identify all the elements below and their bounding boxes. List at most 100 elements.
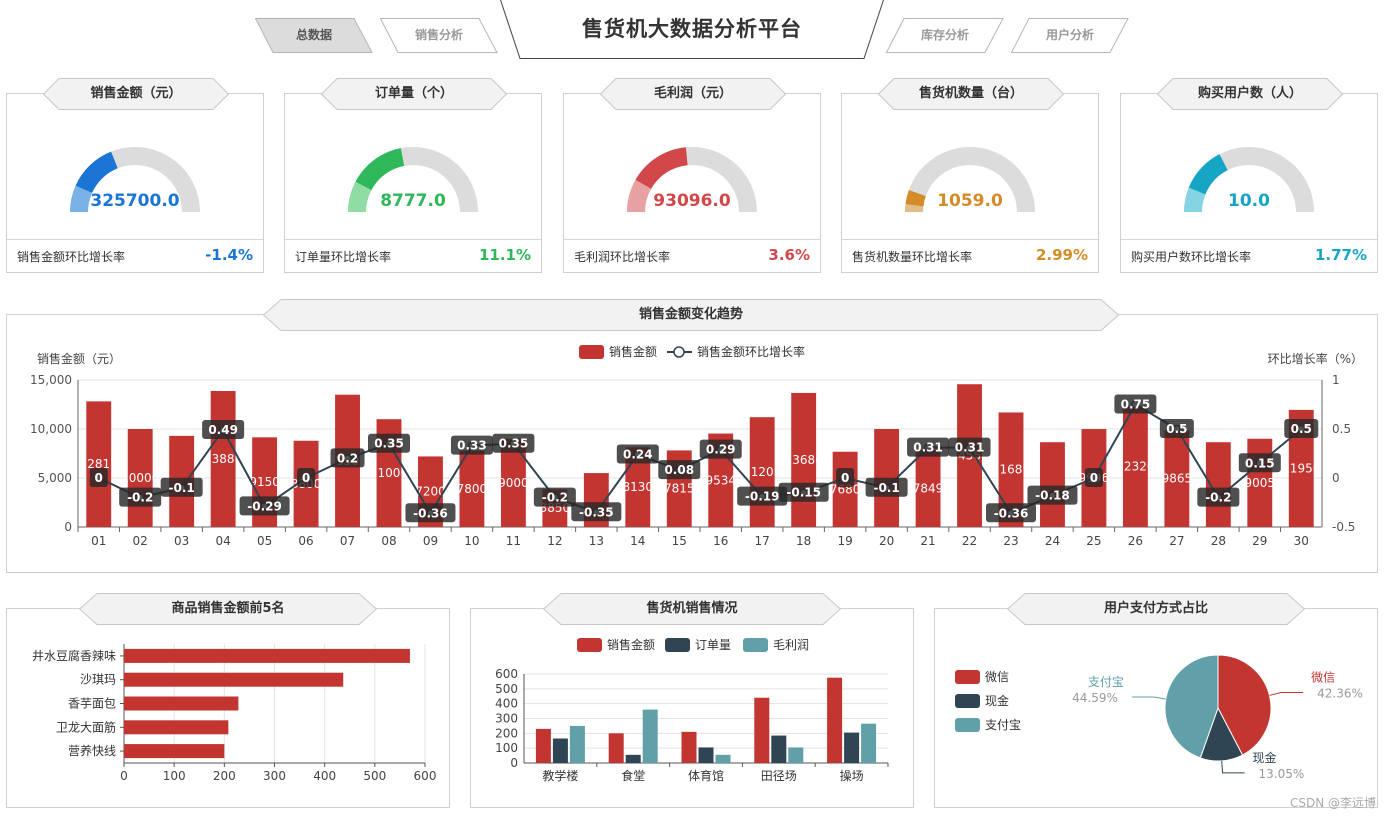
legend-label: 销售金额 [609,344,657,359]
kpi-value: 93096.0 [653,191,731,211]
x-tick-label: 600 [414,769,437,783]
platform-title-banner: 售货机大数据分析平台 [500,0,884,60]
bar-label: 7849 [913,482,944,496]
x-tick-label: 100 [163,769,186,783]
tab-shape [886,18,1004,53]
gauge-fill-light [627,179,652,213]
growth-label-bg [658,460,701,480]
title-tab-shape [1157,78,1343,110]
gauge-fill [905,189,926,207]
bar-product [124,720,229,735]
legend-label: 销售金额 [607,637,655,652]
title-tab-shape [263,299,1119,331]
bar-machine [788,747,804,763]
growth-label: -0.2 [542,491,568,505]
bar-label: 11950 [1282,461,1320,475]
growth-label-bg [405,503,456,523]
tab-user-analysis[interactable]: 用户分析 [1011,18,1129,53]
x-tick-label: 05 [257,534,272,548]
kpi-gauge [348,147,478,213]
legend-swatch [743,638,768,652]
bar-machine [535,728,551,763]
growth-label-bg [571,502,622,522]
bar-machine [625,754,641,763]
y-tick-label: 5,000 [38,471,72,485]
watermark-text: CSDN @李远博 [1289,796,1376,810]
bar-sales [749,417,775,527]
bar-machine [681,731,697,763]
bar-sales [791,392,817,527]
y-tick-label: 沙琪玛 [80,673,116,687]
x-tick-label: 12 [547,534,562,548]
y-tick-label: 200 [495,726,518,740]
bar-label: 7200 [415,485,446,499]
x-tick-label: 16 [713,534,728,548]
bar-product [124,744,225,759]
x-tick-label: 25 [1086,534,1101,548]
panel-title: 用户支付方式占比 [1103,601,1208,616]
panel-title-tab: 商品销售金额前5名 [79,593,377,625]
legend-label: 现金 [985,693,1009,708]
page-title: 售货机大数据分析平台 [582,17,802,41]
growth-label-bg [492,433,535,453]
bar-sales [1122,406,1148,527]
y-right-axis-title: 环比增长率（%） [1268,351,1363,366]
x-tick-label: 01 [91,534,106,548]
tab-shape [255,18,373,53]
tab-overview[interactable]: 总数据 [255,18,373,53]
y-tick-label: 0 [64,520,72,534]
x-tick-label: 食堂 [621,768,645,783]
tab-sales-analysis[interactable]: 销售分析 [380,18,498,53]
growth-label: 0.31 [955,441,985,455]
gauge-fill [1188,154,1229,195]
x-tick-label: 15 [672,534,687,548]
x-tick-label: 19 [837,534,852,548]
y-tick-label: 100 [495,741,518,755]
bar-label: 8130 [623,480,654,494]
pie-leader-line [1131,696,1166,700]
kpi-value: 1059.0 [937,191,1003,211]
legend-swatch-sales [579,345,604,359]
y-tick-label: 0 [510,756,518,770]
panel-title: 售货机销售情况 [646,601,738,616]
bar-product [124,648,410,663]
growth-label-bg [330,448,365,468]
bar-machine [608,733,624,763]
x-tick-label: 04 [215,534,230,548]
growth-label-bg [699,439,742,459]
bar-machine [844,732,860,763]
top-nav: 总数据 销售分析 售货机大数据分析平台 库存分析 用户分析 [0,0,1390,70]
bar-machine [771,735,787,763]
growth-label: 0.33 [457,439,487,453]
x-tick-label: 体育馆 [688,768,724,783]
growth-label: -0.18 [1035,489,1070,503]
panel-title-tab: 售货机销售情况 [543,593,841,625]
growth-label-bg [1238,453,1281,473]
y-tick-label: 500 [495,682,518,696]
panel-title-tab: 销售金额变化趋势 [263,299,1119,331]
growth-label: 0 [302,471,310,485]
bar-machine [715,754,731,763]
x-tick-label: 13 [589,534,604,548]
kpi-card: 毛利润（元） 93096.0 毛利润环比增长率 3.6% [563,78,821,273]
growth-label-bg [450,435,493,455]
growth-label-bg [1284,419,1319,438]
kpi-growth-label: 毛利润环比增长率 [574,250,671,264]
growth-label-bg [616,444,659,464]
legend-label: 订单量 [695,638,731,652]
bar-label: 13880 [204,452,242,466]
tab-inventory-analysis[interactable]: 库存分析 [886,18,1004,53]
bar-sales [915,450,941,527]
x-tick-label: 400 [313,769,336,783]
tab-shape [1011,18,1129,53]
legend-swatch [955,670,980,684]
growth-label: 0 [841,471,849,485]
y-right-tick-label: 1 [1332,373,1340,387]
growth-label-bg [986,503,1036,523]
bar-label: 10000 [121,471,159,485]
sales-trend-chart: 0 5,000 10,000 15,000 -0.5 0 0.5 1 销售金额（元） 环比增长率（… [30,344,1363,548]
x-tick-label: 14 [630,534,645,548]
y-tick-label: 300 [495,712,518,726]
bar-label: 9150 [249,475,280,489]
kpi-gauge [905,147,1035,213]
